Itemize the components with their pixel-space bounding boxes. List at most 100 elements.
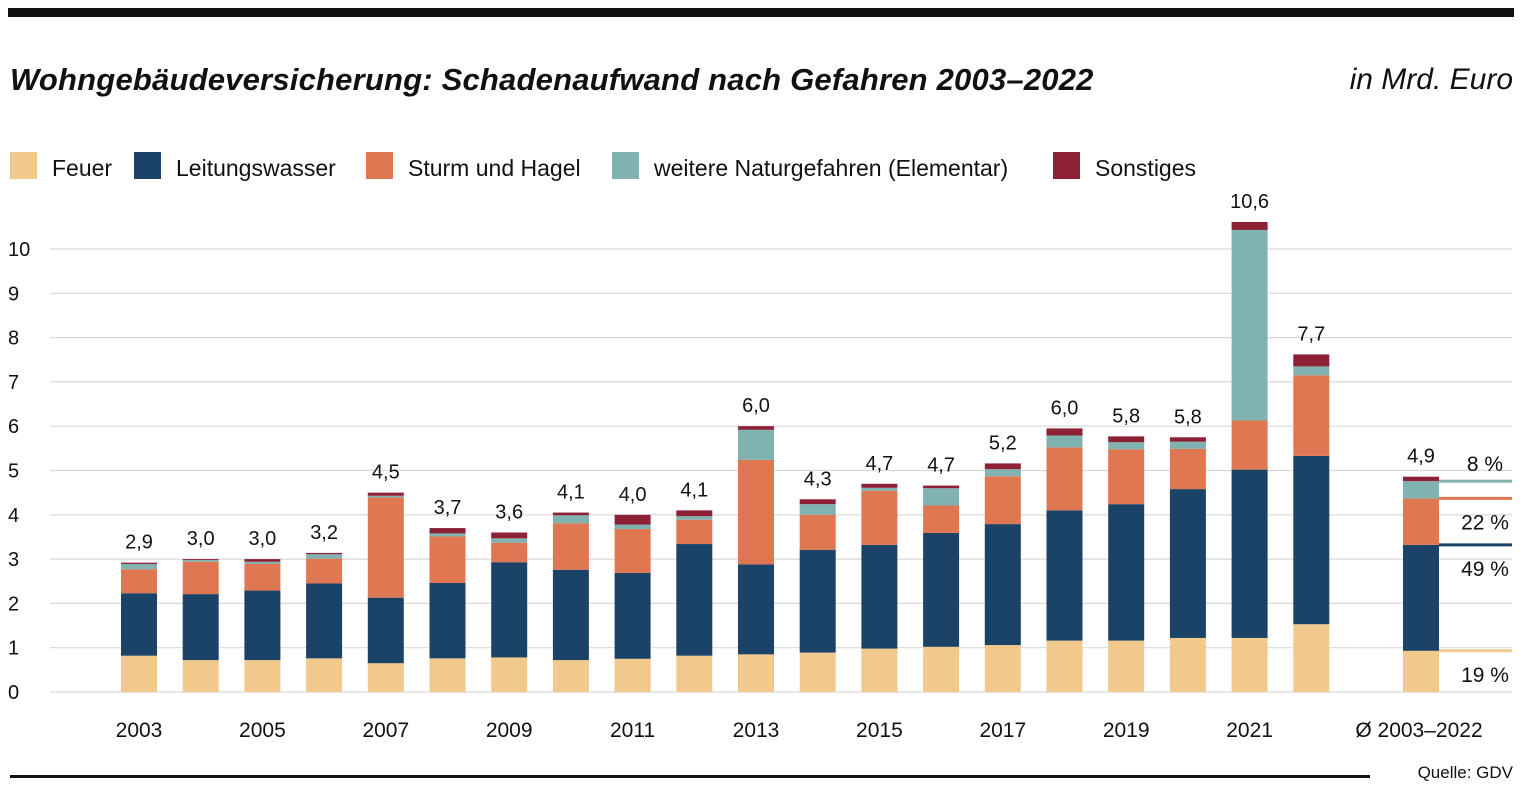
total-label: 4,0 <box>619 484 647 506</box>
bar-segment-leitungswasser <box>614 572 651 659</box>
total-label: 7,7 <box>1297 323 1325 345</box>
bar-segment-sonstiges <box>676 510 713 517</box>
total-label: 6,0 <box>1051 397 1079 419</box>
total-label: 3,7 <box>434 497 462 519</box>
bar-segment-leitungswasser <box>738 564 774 655</box>
bar-segment-sturm <box>491 542 528 563</box>
legend-swatch-feuer <box>10 152 37 179</box>
bar-segment-sturm <box>1169 448 1206 490</box>
bar-segment-natur <box>306 554 343 559</box>
legend-swatch-leitungswasser <box>134 152 161 179</box>
total-label: 3,2 <box>310 522 338 544</box>
bar-segment-natur <box>121 563 157 570</box>
bar-segment-sonstiges <box>861 483 898 488</box>
bar-segment-leitungswasser <box>861 544 898 649</box>
bars <box>121 221 1439 692</box>
bar-segment-feuer <box>1169 637 1206 692</box>
bar-segment-natur <box>367 495 404 498</box>
legend-label-natur: weitere Naturgefahren (Elementar) <box>654 155 1009 181</box>
y-tick-label: 2 <box>8 593 19 615</box>
bar-segment-natur <box>1403 481 1439 499</box>
bar-segment-feuer <box>861 648 898 692</box>
bar-segment-sturm <box>552 523 589 570</box>
bar-segment-natur <box>182 559 219 562</box>
bar-segment-sonstiges <box>244 559 281 562</box>
bar-segment-sonstiges <box>1293 354 1330 367</box>
bottom-rule <box>10 775 1370 778</box>
bar-segment-leitungswasser <box>1403 544 1439 651</box>
y-tick-label: 10 <box>8 239 30 261</box>
legend-label-leitungswasser: Leitungswasser <box>176 155 336 181</box>
bar-segment-sturm <box>1293 375 1330 456</box>
x-tick-label: 2005 <box>239 719 286 742</box>
bar-segment-sturm <box>306 558 343 584</box>
y-tick-label: 8 <box>8 328 19 350</box>
total-label: 4,7 <box>865 453 893 475</box>
bar-segment-leitungswasser <box>244 590 281 661</box>
bar-segment-sonstiges <box>738 426 774 430</box>
bar-segment-feuer <box>923 646 960 692</box>
bar-segment-feuer <box>676 655 713 692</box>
x-tick-label: 2015 <box>856 719 903 742</box>
y-axis-ticks: 0 1 2 3 4 5 6 7 8 9 10 <box>8 239 30 704</box>
bar-segment-natur <box>923 488 960 506</box>
bar-segment-sonstiges <box>614 514 651 525</box>
bar-segment-sturm <box>367 497 404 598</box>
bar-segment-sturm <box>182 561 219 595</box>
bar-segment-feuer <box>984 645 1021 692</box>
bar-segment-leitungswasser <box>984 524 1021 646</box>
bar-segment-leitungswasser <box>676 544 713 656</box>
bar-segment-sonstiges <box>923 485 960 489</box>
bar-segment-natur <box>1293 366 1330 376</box>
x-tick-label: 2009 <box>486 719 533 742</box>
bar-segment-sonstiges <box>552 512 589 516</box>
bar-segment-leitungswasser <box>1231 469 1268 638</box>
bar-segment-sturm <box>861 490 898 545</box>
bar-segment-sonstiges <box>1169 437 1206 442</box>
legend-label-sonstiges: Sonstiges <box>1095 155 1197 181</box>
bar-segment-leitungswasser <box>182 594 219 661</box>
bar-segment-sturm <box>984 476 1021 525</box>
bar-segment-sonstiges <box>984 463 1021 470</box>
bar-segment-feuer <box>429 658 466 692</box>
x-tick-label: 2011 <box>610 719 655 742</box>
y-tick-label: 9 <box>8 283 19 305</box>
bar-segment-feuer <box>1231 637 1268 692</box>
total-label: 5,8 <box>1174 406 1202 428</box>
bar-segment-feuer <box>367 663 404 692</box>
bar-segment-leitungswasser <box>1046 510 1083 641</box>
bar-segment-natur <box>244 561 281 564</box>
total-label: 4,1 <box>680 479 708 501</box>
bar-segment-feuer <box>491 657 528 692</box>
bar-segment-leitungswasser <box>799 549 836 653</box>
bar-segment-sonstiges <box>306 552 343 555</box>
bar-segment-leitungswasser <box>1169 489 1206 638</box>
bar-segment-natur <box>738 429 774 460</box>
total-label: 4,3 <box>804 468 832 490</box>
bar-segment-sturm <box>799 514 836 550</box>
y-tick-label: 3 <box>8 549 19 571</box>
bar-segment-feuer <box>306 658 343 692</box>
bar-segment-leitungswasser <box>121 593 157 656</box>
unit-label: in Mrd. Euro <box>1349 63 1513 96</box>
x-tick-label: 2013 <box>733 719 780 742</box>
y-tick-label: 7 <box>8 372 19 394</box>
bar-segment-sonstiges <box>491 532 528 539</box>
bar-segment-natur <box>1231 229 1268 421</box>
total-label: 3,0 <box>248 528 276 550</box>
bar-segment-sturm <box>1108 449 1145 505</box>
bar-segment-natur <box>1169 441 1206 449</box>
bar-segment-sonstiges <box>799 499 836 505</box>
x-tick-label: 2007 <box>362 719 409 742</box>
x-tick-label: 2019 <box>1103 719 1150 742</box>
bar-segment-sturm <box>1231 420 1268 470</box>
bar-segment-natur <box>1046 435 1083 448</box>
y-tick-label: 1 <box>8 638 19 660</box>
bar-segment-leitungswasser <box>367 597 404 664</box>
bar-segment-natur <box>614 524 651 529</box>
bar-segment-feuer <box>1403 650 1439 692</box>
bar-segment-feuer <box>1108 640 1145 692</box>
bar-segment-leitungswasser <box>552 569 589 661</box>
bar-segment-feuer <box>1046 640 1083 692</box>
bar-segment-sturm <box>244 563 281 591</box>
